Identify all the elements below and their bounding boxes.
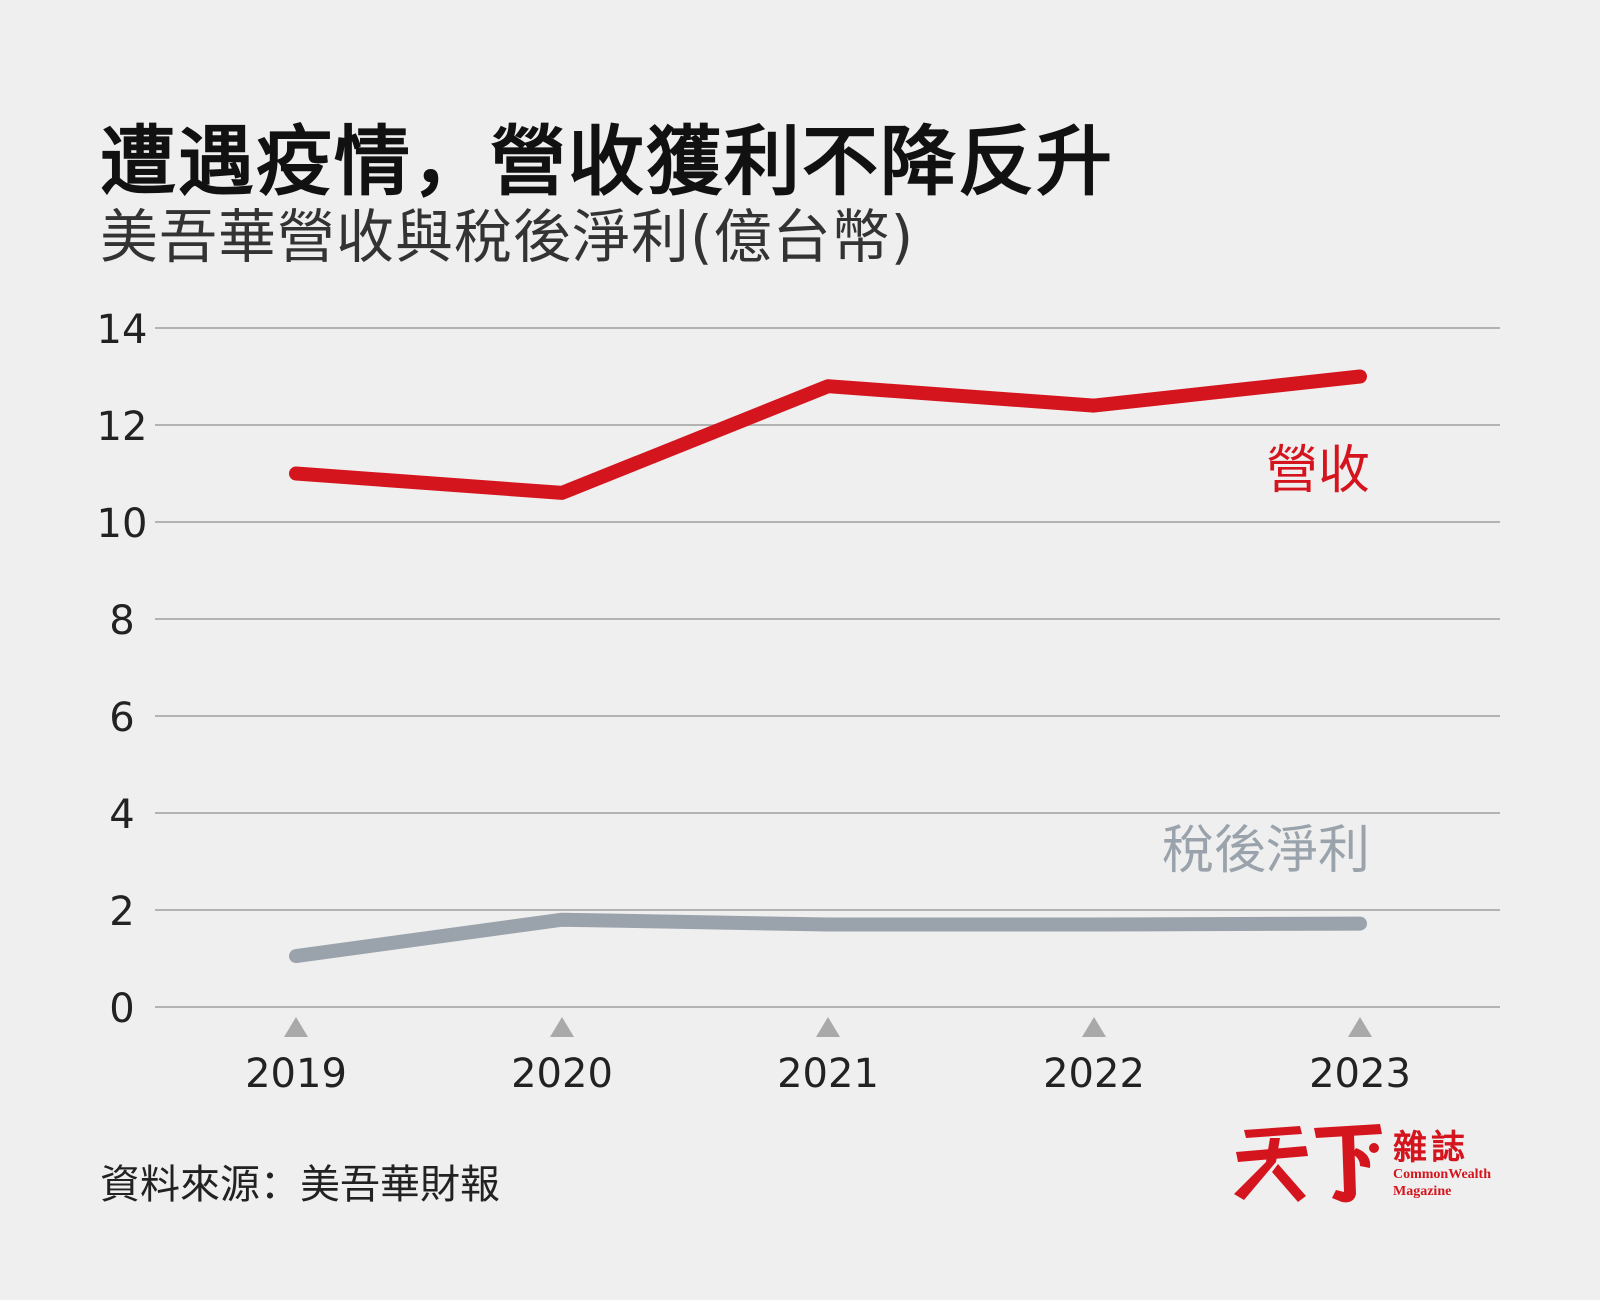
series-line-1: [289, 369, 1367, 500]
logo-english-name: CommonWealth Magazine: [1393, 1167, 1491, 1199]
chart-title: 遭遇疫情，營收獲利不降反升: [100, 117, 1114, 206]
x-tick-marker: [1348, 1017, 1372, 1037]
x-tick-label: 2021: [777, 1051, 879, 1097]
x-tick-marker: [550, 1017, 574, 1037]
x-tick-label: 2020: [511, 1051, 613, 1097]
commonwealth-logo: 雜誌 CommonWealth Magazine: [1230, 1118, 1510, 1208]
x-tick-marker: [284, 1017, 308, 1037]
y-tick-label: 6: [109, 695, 134, 741]
x-tick-marker: [1082, 1017, 1106, 1037]
y-tick-label: 8: [109, 598, 134, 644]
x-tick-label: 2023: [1309, 1051, 1411, 1097]
x-tick-marker: [816, 1017, 840, 1037]
series-line-2: [289, 912, 1367, 964]
y-tick-label: 12: [97, 404, 148, 450]
series-label: 稅後淨利: [1162, 821, 1370, 881]
logo-chinese-name: 雜誌: [1393, 1128, 1469, 1168]
y-tick-label: 10: [97, 501, 148, 547]
y-tick-label: 0: [109, 986, 134, 1032]
tianxia-logo-mark-icon: [1234, 1124, 1382, 1203]
y-tick-label: 4: [109, 792, 134, 838]
x-tick-label: 2022: [1043, 1051, 1145, 1097]
series-label: 營收: [1266, 441, 1370, 501]
x-tick-label: 2019: [245, 1051, 347, 1097]
y-tick-label: 2: [109, 889, 134, 935]
chart-subtitle: 美吾華營收與稅後淨利(億台幣): [100, 203, 915, 271]
y-tick-label: 14: [97, 307, 148, 353]
data-source-note: 資料來源：美吾華財報: [100, 1162, 500, 1208]
